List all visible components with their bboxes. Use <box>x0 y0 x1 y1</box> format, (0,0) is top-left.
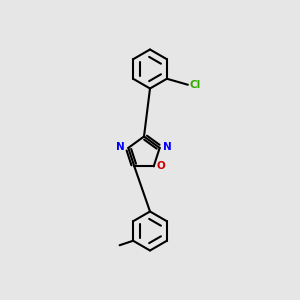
Text: N: N <box>163 142 172 152</box>
Text: O: O <box>157 161 165 171</box>
Text: Cl: Cl <box>189 80 201 90</box>
Text: N: N <box>116 142 125 152</box>
